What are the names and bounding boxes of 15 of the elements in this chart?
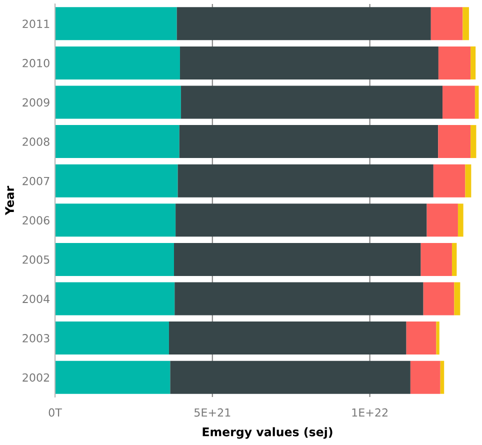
y-tick-label: 2009 (22, 98, 50, 107)
y-tick-label: 2008 (22, 138, 50, 146)
y-tick-label: 2003 (22, 334, 50, 342)
x-tick-label: 0T (48, 408, 62, 417)
y-tick-label: 2002 (22, 373, 50, 382)
y-tick-label: 2005 (22, 255, 50, 264)
x-axis-title: Emergy values (sej) (202, 427, 332, 439)
y-tick-label: 2006 (22, 216, 50, 225)
y-axis-title: Year (5, 186, 14, 216)
y-tick-label: 2010 (22, 58, 50, 68)
x-tick-label: 1E+22 (352, 408, 388, 417)
y-tick-label: 2011 (22, 20, 50, 28)
y-tick-label: 2004 (22, 294, 50, 304)
x-tick-label: 5E+21 (194, 408, 230, 417)
y-tick-label: 2007 (22, 176, 50, 186)
